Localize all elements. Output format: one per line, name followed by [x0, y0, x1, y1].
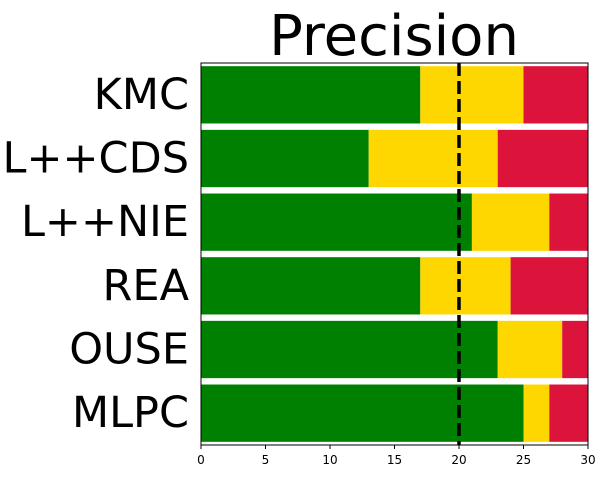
x-tick-label: 30 — [580, 453, 595, 467]
bar-segment-l-nie-0 — [201, 193, 472, 251]
category-labels: KMC L++CDS L++NIE REA OUSE MLPC — [3, 70, 190, 438]
x-tick-label: 25 — [516, 453, 531, 467]
bar-segment-kmc-1 — [420, 66, 524, 124]
bar-segment-rea-1 — [420, 257, 511, 315]
bars-group — [201, 66, 588, 442]
bar-segment-ouse-2 — [562, 320, 588, 379]
category-label: OUSE — [69, 325, 189, 375]
x-tick-label: 15 — [387, 453, 402, 467]
bar-segment-ouse-1 — [497, 320, 563, 379]
bar-segment-l-nie-1 — [471, 193, 550, 251]
x-tick-label: 10 — [322, 453, 337, 467]
bar-segment-ouse-0 — [201, 320, 498, 379]
bar-segment-kmc-0 — [201, 66, 421, 124]
bar-segment-mlpc-2 — [549, 384, 588, 442]
bar-segment-kmc-2 — [523, 66, 588, 124]
x-tick-label: 5 — [262, 453, 270, 467]
bar-segment-rea-2 — [510, 257, 588, 315]
x-axis-ticks: 0 5 10 15 20 25 30 — [197, 445, 596, 467]
category-label: L++CDS — [3, 134, 189, 184]
bar-segment-mlpc-0 — [201, 384, 524, 442]
bar-segment-l-cds-1 — [368, 129, 498, 188]
category-label: MLPC — [72, 388, 189, 438]
bar-segment-l-nie-2 — [549, 193, 588, 251]
bar-segment-l-cds-2 — [497, 129, 588, 188]
category-label: L++NIE — [21, 197, 189, 247]
category-label: REA — [103, 261, 190, 311]
category-label: KMC — [94, 70, 189, 120]
bar-segment-l-cds-0 — [201, 129, 369, 188]
chart-title: Precision — [269, 4, 519, 69]
x-tick-label: 0 — [197, 453, 205, 467]
bar-segment-mlpc-1 — [523, 384, 550, 442]
x-tick-label: 20 — [451, 453, 466, 467]
bar-segment-rea-0 — [201, 257, 421, 315]
